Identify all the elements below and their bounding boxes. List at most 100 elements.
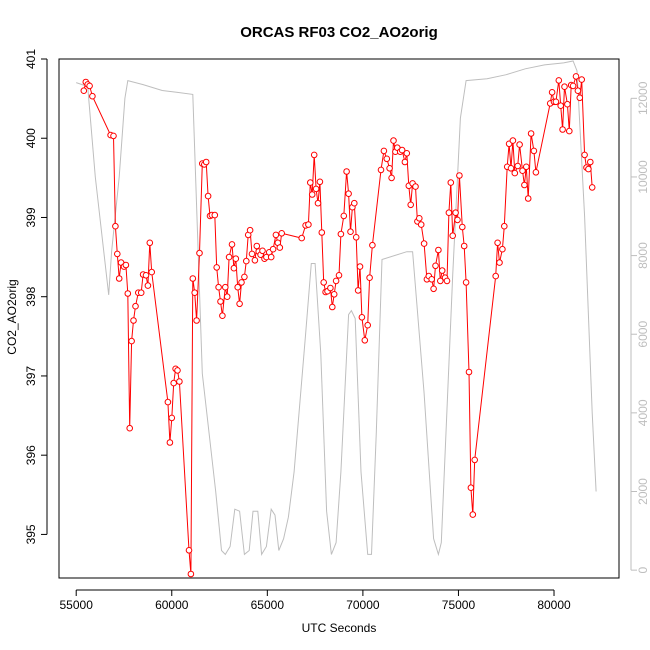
co2-data-point	[569, 82, 577, 90]
co2-data-point	[581, 151, 588, 159]
co2-data-point	[267, 253, 275, 261]
co2-data-point	[566, 127, 573, 135]
y-axis-label: CO2_AO2orig	[5, 279, 19, 354]
x-tick-label: 70000	[346, 598, 380, 612]
co2-data-point	[449, 232, 457, 239]
co2-data-point	[246, 226, 254, 234]
co2-data-point	[452, 209, 459, 216]
co2-data-point	[435, 246, 442, 254]
co2-data-point	[438, 267, 446, 274]
co2-data-point	[454, 216, 461, 224]
y-tick-label: 396	[24, 445, 38, 465]
co2-data-point	[511, 169, 519, 177]
co2-data-point	[588, 184, 596, 191]
co2-data-point	[269, 245, 277, 253]
co2-data-point	[259, 247, 266, 255]
x-tick-label: 65000	[251, 598, 285, 612]
co2-data-point	[356, 263, 364, 270]
co2-data-point	[234, 283, 241, 291]
co2-data-point	[148, 268, 155, 276]
co2-data-point	[447, 179, 455, 186]
co2-data-point	[361, 337, 369, 344]
co2-data-point	[462, 279, 470, 286]
co2-data-point	[185, 547, 193, 554]
co2-data-point	[555, 77, 563, 84]
co2-data-point	[443, 277, 451, 285]
co2-data-point	[383, 155, 391, 163]
co2-data-point	[335, 272, 343, 279]
co2-data-point	[110, 132, 117, 140]
co2-data-point	[557, 102, 565, 109]
co2-data-point	[228, 241, 236, 248]
co2-data-point	[132, 302, 139, 310]
y-tick-label: 398	[24, 286, 38, 306]
co2-data-point	[469, 511, 477, 518]
co2-data-point	[527, 130, 535, 137]
co2-data-point	[80, 87, 88, 94]
co2-data-point	[130, 317, 137, 324]
co2-data-point	[330, 291, 338, 298]
co2-data-point	[189, 275, 197, 282]
chart-title: ORCAS RF03 CO2_AO2orig	[240, 24, 438, 41]
co2-data-point	[122, 261, 130, 269]
y-tick-label: 395	[24, 524, 38, 544]
co2-data-point	[347, 228, 354, 235]
co2-data-point	[564, 100, 571, 108]
co2-data-point	[398, 146, 406, 154]
co2-data-point	[578, 76, 586, 83]
co2-data-point	[219, 312, 226, 320]
co2-data-point	[137, 289, 145, 297]
co2-data-point	[308, 191, 316, 198]
co2-data-point	[243, 257, 250, 265]
co2-data-point	[223, 293, 231, 301]
co2-data-point	[168, 414, 176, 422]
co2-data-point	[530, 147, 538, 155]
x-axis-label: UTC Seconds	[302, 621, 377, 635]
co2-data-point	[377, 166, 385, 174]
co2-data-point	[272, 231, 280, 239]
co2-data-point	[516, 141, 523, 148]
co2-data-point	[459, 223, 466, 231]
co2-data-point	[587, 158, 594, 166]
y2-tick-label: 6000	[636, 321, 650, 348]
co2-data-point	[170, 379, 177, 387]
co2-data-point	[166, 439, 174, 446]
co2-data-point	[278, 230, 286, 237]
co2-data-point	[345, 190, 352, 197]
y2-tick-label: 8000	[636, 242, 650, 269]
co2-data-point	[248, 250, 256, 258]
axes: 55000 60000 65000 70000 75000 800003953963973…	[24, 49, 650, 612]
co2-data-point	[217, 298, 224, 305]
co2-data-point	[126, 424, 133, 432]
co2-data-point	[310, 151, 318, 159]
co2-data-point	[337, 230, 345, 238]
co2-data-point	[193, 317, 200, 324]
co2-data-point	[215, 283, 222, 291]
co2-data-point	[494, 239, 501, 247]
co2-data-point	[230, 264, 238, 272]
co2-data-point	[253, 242, 261, 250]
co2-data-point	[352, 234, 360, 241]
co2-data-point	[460, 242, 468, 250]
co2-data-point	[366, 274, 373, 282]
co2-data-point	[523, 163, 530, 171]
co2-data-point	[174, 367, 181, 374]
co2-data-point	[327, 284, 334, 292]
co2-data-point	[358, 314, 366, 321]
co2-data-point	[128, 337, 135, 345]
co2-data-point	[559, 126, 566, 133]
y-tick-label: 401	[24, 49, 38, 69]
co2-data-point	[202, 158, 210, 166]
co2-data-point	[417, 221, 425, 228]
co2-data-point	[445, 209, 453, 216]
co2-data-point	[519, 167, 526, 174]
co2-data-point	[142, 272, 150, 279]
co2-data-point	[124, 290, 132, 297]
y2-tick-label: 10000	[636, 160, 650, 194]
co2-data-point	[437, 277, 444, 285]
co2-data-point	[492, 272, 500, 280]
co2-data-point	[572, 73, 580, 80]
co2-data-point	[204, 192, 212, 200]
